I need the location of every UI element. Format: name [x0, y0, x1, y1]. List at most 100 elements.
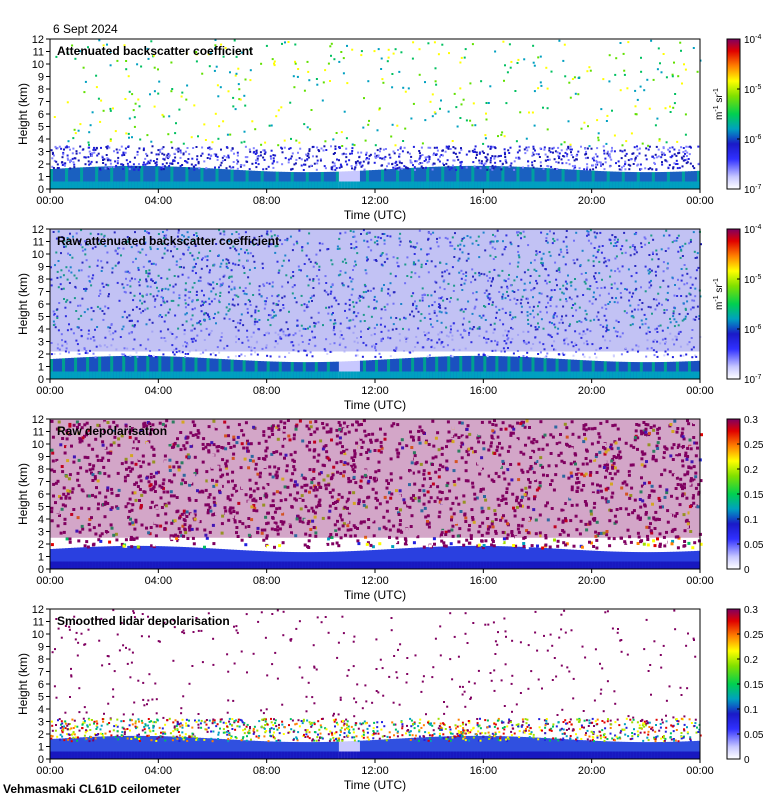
x-axis-label: Time (UTC): [344, 588, 406, 602]
colorbar: 0 0.05 0.1 0.15 0.2 0.25 0.3: [726, 415, 764, 576]
colorbar-label: m-1 sr-1: [713, 88, 725, 120]
colorbar-gradient: [726, 38, 741, 190]
plot-area: [50, 39, 700, 189]
panel-title: Attenuated backscatter coefficient: [57, 44, 253, 58]
colorbar: 0 0.05 0.1 0.15 0.2 0.25 0.3: [726, 605, 764, 766]
colorbar-tick-label: 10-5: [744, 84, 761, 96]
y-tick-label: 8: [38, 654, 44, 666]
y-tick-label: 6: [38, 679, 44, 691]
x-tick-label: 08:00: [253, 575, 281, 587]
x-tick-label: 12:00: [361, 575, 389, 587]
colorbar-tick-label: 0.05: [744, 540, 764, 551]
y-tick-label: 9: [38, 452, 44, 464]
y-axis-label: Height (km): [16, 463, 30, 525]
colorbar-tick-label: 0: [744, 565, 750, 576]
colorbar-tick-label: 10-6: [744, 134, 761, 146]
y-tick-label: 4: [38, 324, 44, 336]
x-tick-label: 08:00: [253, 765, 281, 777]
colorbar-tick-label: 10-4: [744, 224, 761, 236]
y-tick-label: 7: [38, 97, 44, 109]
colorbar-tick-label: 0.2: [744, 465, 758, 476]
colorbar: 10-7 10-6 10-5 10-4 m-1 sr-1: [713, 34, 761, 196]
x-tick-label: 20:00: [578, 195, 606, 207]
x-tick-label: 16:00: [470, 575, 498, 587]
colorbar-tick-label: 10-7: [744, 184, 761, 196]
heatmap-image: [50, 229, 702, 379]
x-tick-label: 16:00: [470, 385, 498, 397]
x-tick-label: 04:00: [145, 575, 173, 587]
y-tick-label: 1: [38, 742, 44, 754]
y-tick-label: 1: [38, 362, 44, 374]
y-tick-label: 11: [33, 427, 44, 439]
x-tick-label: 16:00: [470, 195, 498, 207]
colorbar-tick-label: 0.25: [744, 440, 764, 451]
y-tick-label: 6: [38, 299, 44, 311]
y-tick-label: 10: [32, 629, 44, 641]
y-tick-label: 12: [32, 604, 44, 616]
colorbar-tick-label: 0.3: [744, 605, 758, 616]
colorbar-tick-label: 0.1: [744, 705, 758, 716]
colorbar-tick-label: 10-7: [744, 374, 761, 386]
y-tick-label: 3: [38, 147, 44, 159]
x-axis-label: Time (UTC): [344, 208, 406, 222]
footer-label: Vehmasmaki CL61D ceilometer: [3, 782, 181, 796]
y-tick-label: 1: [38, 172, 44, 184]
colorbar-tick-label: 0.05: [744, 730, 764, 741]
y-axis-label: Height (km): [16, 273, 30, 335]
y-tick-label: 8: [38, 274, 44, 286]
y-tick-label: 0: [38, 374, 44, 386]
y-tick-label: 12: [32, 34, 44, 46]
x-tick-label: 00:00: [686, 195, 714, 207]
heatmap-image: [50, 39, 702, 189]
x-tick-label: 00:00: [36, 765, 64, 777]
y-tick-label: 2: [38, 349, 44, 361]
x-tick-label: 20:00: [578, 575, 606, 587]
colorbar-tick-label: 10-6: [744, 324, 761, 336]
y-tick-label: 8: [38, 464, 44, 476]
colorbar-tick-label: 0.15: [744, 680, 764, 691]
heatmap-image: [50, 609, 702, 759]
y-tick-label: 1: [38, 552, 44, 564]
y-tick-label: 12: [32, 224, 44, 236]
y-tick-label: 12: [32, 414, 44, 426]
y-tick-label: 5: [38, 312, 44, 324]
y-tick-label: 2: [38, 539, 44, 551]
colorbar-tick-label: 0.3: [744, 415, 758, 426]
x-tick-label: 00:00: [686, 385, 714, 397]
y-tick-label: 6: [38, 109, 44, 121]
y-tick-label: 11: [33, 617, 44, 629]
y-tick-label: 10: [32, 59, 44, 71]
y-tick-label: 3: [38, 717, 44, 729]
x-axis-label: Time (UTC): [344, 778, 406, 792]
x-tick-label: 00:00: [36, 575, 64, 587]
y-tick-label: 2: [38, 729, 44, 741]
x-tick-label: 04:00: [145, 195, 173, 207]
x-tick-label: 16:00: [470, 765, 498, 777]
date-label: 6 Sept 2024: [53, 22, 118, 36]
x-tick-label: 00:00: [36, 195, 64, 207]
colorbar-tick-label: 0.25: [744, 630, 764, 641]
colorbar-tick-label: 0.1: [744, 515, 758, 526]
x-tick-label: 12:00: [361, 385, 389, 397]
y-tick-label: 9: [38, 72, 44, 84]
x-tick-label: 20:00: [578, 765, 606, 777]
colorbar-tick-label: 0.15: [744, 490, 764, 501]
x-tick-label: 08:00: [253, 385, 281, 397]
y-tick-label: 10: [32, 439, 44, 451]
y-tick-label: 7: [38, 477, 44, 489]
y-tick-label: 4: [38, 514, 44, 526]
panel-title: Raw depolarisation: [57, 424, 167, 438]
y-axis-label: Height (km): [16, 653, 30, 715]
y-tick-label: 0: [38, 564, 44, 576]
y-tick-label: 9: [38, 642, 44, 654]
y-tick-label: 8: [38, 84, 44, 96]
y-tick-label: 11: [33, 237, 44, 249]
x-tick-label: 00:00: [36, 385, 64, 397]
x-tick-label: 00:00: [686, 765, 714, 777]
colorbar-label: m-1 sr-1: [713, 278, 725, 310]
colorbar-gradient: [726, 228, 741, 380]
y-tick-label: 7: [38, 287, 44, 299]
